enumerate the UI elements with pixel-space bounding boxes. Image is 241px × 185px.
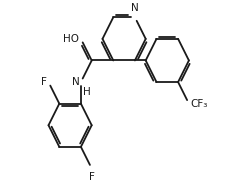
Text: F: F bbox=[89, 172, 95, 182]
Text: CF₃: CF₃ bbox=[191, 99, 208, 109]
Text: HO: HO bbox=[63, 34, 79, 44]
Text: F: F bbox=[41, 77, 47, 87]
Text: N: N bbox=[131, 3, 139, 13]
Text: H: H bbox=[83, 88, 90, 97]
Text: N: N bbox=[72, 77, 80, 87]
